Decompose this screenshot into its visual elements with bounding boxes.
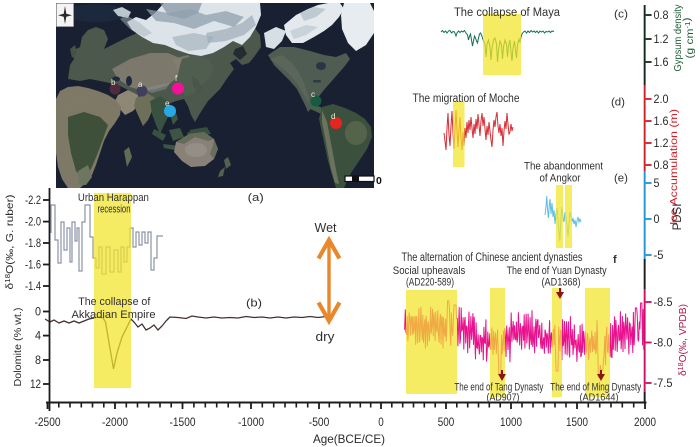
svg-text:0: 0 xyxy=(35,307,41,319)
svg-text:The collapse of Maya: The collapse of Maya xyxy=(454,7,561,19)
svg-text:Social upheavals: Social upheavals xyxy=(393,265,466,277)
svg-text:1500: 1500 xyxy=(566,417,588,429)
svg-text:The end of Yuan Dynasty: The end of Yuan Dynasty xyxy=(507,265,607,277)
svg-text:(AD1644): (AD1644) xyxy=(580,392,619,404)
svg-text:-8.5: -8.5 xyxy=(654,297,673,309)
svg-text:-2000: -2000 xyxy=(102,417,128,429)
svg-text:4: 4 xyxy=(35,331,42,343)
svg-text:recession: recession xyxy=(98,204,131,216)
svg-text:1.6: 1.6 xyxy=(654,57,669,69)
svg-text:δ18O(‰, VPDB): δ18O(‰, VPDB) xyxy=(678,304,689,376)
svg-text:-1.6: -1.6 xyxy=(25,260,41,272)
svg-text:5: 5 xyxy=(654,178,660,190)
svg-text:-5: -5 xyxy=(654,250,664,262)
svg-text:dry: dry xyxy=(316,330,336,344)
svg-text:0: 0 xyxy=(376,175,382,187)
svg-text:Akkadian Empire: Akkadian Empire xyxy=(72,309,156,321)
svg-text:Ice Accumulation (m): Ice Accumulation (m) xyxy=(669,109,680,225)
svg-text:Wet: Wet xyxy=(315,221,338,235)
svg-text:0.8: 0.8 xyxy=(654,160,669,172)
svg-text:d: d xyxy=(331,112,335,121)
svg-text:Dolomite (% wt.): Dolomite (% wt.) xyxy=(12,308,24,387)
svg-text:(a): (a) xyxy=(248,192,264,204)
svg-text:-8.0: -8.0 xyxy=(654,338,673,350)
svg-text:0.8: 0.8 xyxy=(654,10,669,22)
svg-text:-500: -500 xyxy=(309,417,330,429)
svg-text:2000: 2000 xyxy=(634,417,656,429)
svg-text:Age(BCE/CE): Age(BCE/CE) xyxy=(313,432,385,446)
svg-text:(e): (e) xyxy=(614,173,628,185)
svg-text:Gypsum density: Gypsum density xyxy=(672,4,684,72)
svg-text:f: f xyxy=(613,254,617,266)
svg-text:The abandonment: The abandonment xyxy=(524,161,603,173)
svg-text:(c): (c) xyxy=(614,9,628,21)
svg-text:-7.5: -7.5 xyxy=(654,378,673,390)
svg-text:e: e xyxy=(165,99,170,108)
svg-text:0: 0 xyxy=(378,417,384,429)
svg-text:1.6: 1.6 xyxy=(654,116,669,128)
svg-text:b: b xyxy=(111,78,116,87)
svg-text:(AD1368): (AD1368) xyxy=(542,277,581,289)
svg-text:The end of Tang Dynasty: The end of Tang Dynasty xyxy=(454,382,543,394)
svg-text:(b): (b) xyxy=(246,297,262,309)
svg-text:f: f xyxy=(175,74,178,83)
svg-text:The collapse of: The collapse of xyxy=(78,296,151,308)
svg-text:-2500: -2500 xyxy=(35,417,61,429)
svg-text:1.2: 1.2 xyxy=(654,138,669,150)
svg-text:500: 500 xyxy=(438,417,455,429)
svg-text:The end of Ming Dynasty: The end of Ming Dynasty xyxy=(550,382,641,394)
svg-text:The migration of Moche: The migration of Moche xyxy=(413,93,520,105)
svg-text:-2.0: -2.0 xyxy=(25,217,41,229)
svg-text:-1.8: -1.8 xyxy=(25,238,41,250)
svg-text:-1000: -1000 xyxy=(238,417,264,429)
svg-text:8: 8 xyxy=(35,355,41,367)
svg-text:-1500: -1500 xyxy=(170,417,196,429)
svg-text:(AD220-589): (AD220-589) xyxy=(406,277,454,289)
svg-text:0: 0 xyxy=(654,214,660,226)
svg-text:a: a xyxy=(138,80,143,89)
svg-text:Urban Harappan: Urban Harappan xyxy=(78,192,149,204)
svg-text:δ18O(‰, G. ruber): δ18O(‰, G. ruber) xyxy=(4,195,16,290)
svg-text:c: c xyxy=(311,90,315,99)
svg-text:12: 12 xyxy=(30,379,41,391)
svg-text:(d): (d) xyxy=(611,97,625,109)
svg-text:of Angkor: of Angkor xyxy=(540,173,581,185)
svg-text:PDSI: PDSI xyxy=(672,204,684,231)
svg-text:The alternation of Chinese anc: The alternation of Chinese ancient dynas… xyxy=(402,252,583,264)
svg-text:-2.2: -2.2 xyxy=(25,195,41,207)
svg-text:1.2: 1.2 xyxy=(654,34,669,46)
svg-text:2.0: 2.0 xyxy=(654,94,669,106)
svg-text:(AD907): (AD907) xyxy=(487,392,520,404)
svg-text:1000: 1000 xyxy=(500,417,522,429)
svg-text:-1.4: -1.4 xyxy=(25,281,41,293)
